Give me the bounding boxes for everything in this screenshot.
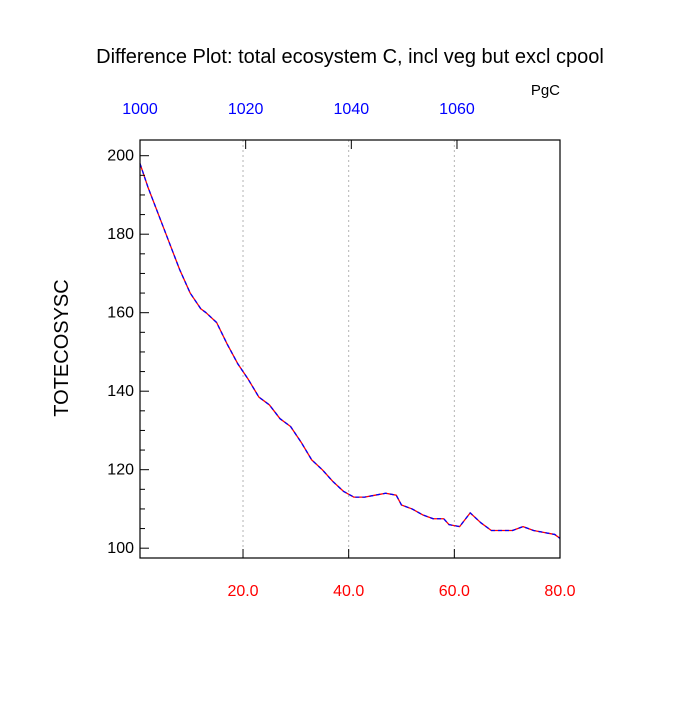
axes: 100 120 140 160 180 200 20.0 40.0 60.0 80.0 1000 10… xyxy=(107,101,575,600)
x-top-tick-label: 1020 xyxy=(228,101,264,118)
y-tick-label: 120 xyxy=(107,462,134,479)
y-tick-label: 200 xyxy=(107,148,134,165)
series-line-primary xyxy=(139,163,561,539)
y-tick-label: 140 xyxy=(107,383,134,400)
plot-frame xyxy=(139,139,561,559)
x-top-tick-label: 1060 xyxy=(439,101,475,118)
units-label: PgC xyxy=(531,82,560,99)
grid-lines xyxy=(242,140,455,558)
series-line-secondary xyxy=(139,163,561,539)
y-axis-label: TOTECOSYSC xyxy=(51,279,73,416)
x-top-tick-label: 1000 xyxy=(122,101,158,118)
x-bottom-tick-label: 80.0 xyxy=(544,583,575,600)
x-bottom-tick-label: 60.0 xyxy=(439,583,470,600)
x-bottom-tick-label: 40.0 xyxy=(333,583,364,600)
data-lines xyxy=(139,163,561,539)
y-tick-label: 100 xyxy=(107,540,134,557)
x-top-tick-label: 1040 xyxy=(334,101,370,118)
y-tick-label: 160 xyxy=(107,305,134,322)
y-tick-label: 180 xyxy=(107,226,134,243)
x-bottom-tick-label: 20.0 xyxy=(227,583,258,600)
chart-title: Difference Plot: total ecosystem C, incl… xyxy=(96,46,604,68)
